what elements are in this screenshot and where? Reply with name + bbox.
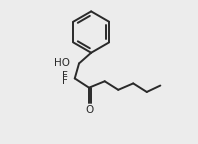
Text: HO: HO bbox=[54, 58, 70, 68]
Text: F: F bbox=[62, 76, 68, 86]
Text: F: F bbox=[62, 71, 68, 81]
Text: O: O bbox=[85, 105, 93, 115]
